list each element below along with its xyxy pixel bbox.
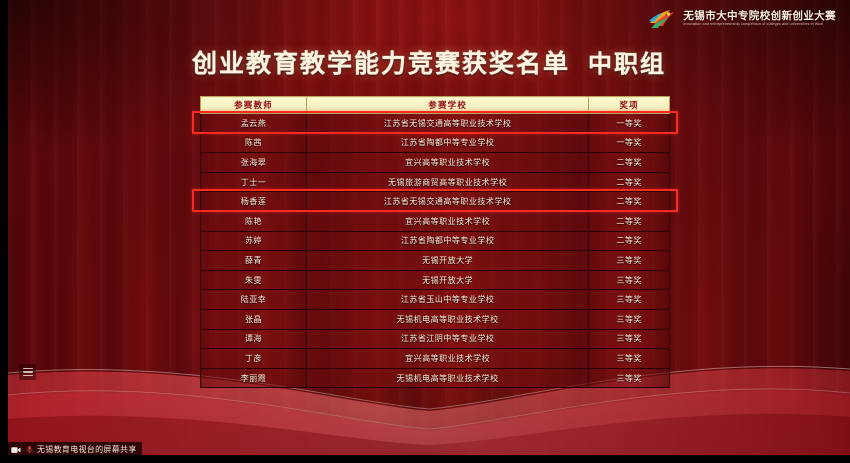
cell-teacher: 陈艳 [200, 210, 307, 232]
cell-teacher: 杨香莲 [200, 191, 307, 212]
event-logo: 无锡市大中专院校创新创业大赛 Innovation and entreprene… [648, 6, 836, 32]
cell-award: 三等奖 [588, 348, 670, 369]
slide-title: 创业教育教学能力竞赛获奖名单 中职组 [8, 44, 850, 80]
microphone-icon [24, 445, 34, 455]
cell-school: 江苏省陶都中等专业学校 [305, 230, 590, 252]
cell-teacher: 谭海 [200, 328, 307, 350]
cell-school: 无锡机电高等职业技术学校 [305, 367, 590, 389]
cell-teacher: 孟云燕 [200, 113, 307, 134]
table-row: 李丽霞 无锡机电高等职业技术学校 三等奖 [200, 367, 670, 389]
cell-school: 无锡机电高等职业技术学校 [305, 308, 590, 330]
cell-award: 一等奖 [588, 113, 670, 134]
table-row: 谭海 江苏省江阴中等专业学校 三等奖 [200, 328, 670, 350]
flame-bird-logo-icon [648, 6, 678, 32]
cell-award: 二等奖 [588, 171, 670, 193]
table-row: 陆亚幸 江苏省玉山中等专业学校 三等奖 [200, 289, 670, 310]
cell-award: 二等奖 [588, 230, 670, 252]
cell-school: 宜兴高等职业技术学校 [305, 210, 590, 232]
cell-teacher: 丁士一 [200, 171, 307, 193]
table-row: 丁彦 宜兴高等职业技术学校 三等奖 [200, 348, 670, 369]
cell-teacher: 陈茜 [200, 132, 307, 154]
cell-school: 江苏省陶都中等专业学校 [305, 132, 590, 154]
cell-school: 宜兴高等职业技术学校 [305, 152, 590, 173]
slide-title-group: 中职组 [588, 51, 666, 78]
cell-award: 一等奖 [588, 132, 670, 154]
cell-award: 三等奖 [588, 367, 670, 389]
column-header-teacher: 参赛教师 [200, 96, 307, 114]
logo-title-cn: 无锡市大中专院校创新创业大赛 [683, 9, 836, 22]
slide-title-main: 创业教育教学能力竞赛获奖名单 [191, 50, 570, 78]
frame-edge-bottom [0, 455, 850, 463]
cell-teacher: 李丽霞 [200, 367, 307, 389]
award-table-container: 参赛教师 参赛学校 奖项 孟云燕 江苏省无锡交通高等职业技术学校 一等奖 陈茜 江苏省陶… [192, 96, 678, 389]
menu-bar-2 [22, 371, 33, 373]
cell-award: 二等奖 [588, 191, 670, 212]
cell-school: 无锡开放大学 [305, 250, 590, 271]
camera-icon [11, 445, 21, 455]
table-row: 陈茜 江苏省陶都中等专业学校 一等奖 [200, 132, 670, 154]
cell-teacher: 丁彦 [200, 348, 307, 369]
table-row: 朱雯 无锡开放大学 三等奖 [200, 269, 670, 291]
cell-school: 无锡开放大学 [305, 269, 590, 291]
table-row: 丁士一 无锡旅游商贸高等职业技术学校 二等奖 [200, 171, 670, 193]
cell-school: 无锡旅游商贸高等职业技术学校 [305, 171, 590, 193]
cell-award: 三等奖 [588, 328, 670, 350]
table-row: 薛青 无锡开放大学 三等奖 [200, 250, 670, 271]
table-row: 张晶 无锡机电高等职业技术学校 三等奖 [200, 308, 670, 330]
cell-award: 二等奖 [588, 152, 670, 173]
cell-award: 二等奖 [588, 210, 670, 232]
table-row: 杨香莲 江苏省无锡交通高等职业技术学校 二等奖 [200, 191, 670, 212]
cell-school: 江苏省无锡交通高等职业技术学校 [305, 113, 590, 134]
cell-teacher: 朱雯 [200, 269, 307, 291]
logo-title-en: Innovation and entrepreneurship competit… [683, 22, 824, 27]
cell-school: 江苏省江阴中等专业学校 [305, 328, 590, 350]
cell-award: 三等奖 [588, 269, 670, 291]
cell-teacher: 陆亚幸 [200, 289, 307, 310]
screen-share-label: 无锡教育电视台的屏幕共享 [37, 445, 137, 454]
column-header-award: 奖项 [588, 96, 670, 114]
table-row: 孟云燕 江苏省无锡交通高等职业技术学校 一等奖 [200, 113, 670, 134]
cell-award: 三等奖 [588, 289, 670, 310]
cell-teacher: 张海翠 [200, 152, 307, 173]
cell-teacher: 苏婷 [200, 230, 307, 252]
column-header-school: 参赛学校 [305, 96, 590, 114]
cell-school: 宜兴高等职业技术学校 [305, 348, 590, 369]
frame-edge-left [0, 0, 8, 463]
cell-school: 江苏省玉山中等专业学校 [305, 289, 590, 310]
menu-bar-1 [22, 367, 33, 370]
presentation-slide: 无锡市大中专院校创新创业大赛 Innovation and entreprene… [8, 0, 850, 455]
table-row: 陈艳 宜兴高等职业技术学校 二等奖 [200, 210, 670, 232]
table-header-row: 参赛教师 参赛学校 奖项 [200, 96, 670, 114]
table-row: 张海翠 宜兴高等职业技术学校 二等奖 [200, 152, 670, 173]
cell-school: 江苏省无锡交通高等职业技术学校 [305, 191, 590, 212]
menu-bar-3 [22, 374, 33, 377]
table-row: 苏婷 江苏省陶都中等专业学校 二等奖 [200, 230, 670, 252]
hamburger-menu-icon[interactable] [19, 364, 36, 380]
cell-teacher: 张晶 [200, 308, 307, 330]
award-table-body: 孟云燕 江苏省无锡交通高等职业技术学校 一等奖 陈茜 江苏省陶都中等专业学校 一等奖 张海翠… [200, 113, 670, 389]
cell-award: 三等奖 [588, 250, 670, 271]
cell-award: 三等奖 [588, 308, 670, 330]
cell-teacher: 薛青 [200, 250, 307, 271]
award-table: 参赛教师 参赛学校 奖项 孟云燕 江苏省无锡交通高等职业技术学校 一等奖 陈茜 江苏省陶… [200, 96, 670, 389]
